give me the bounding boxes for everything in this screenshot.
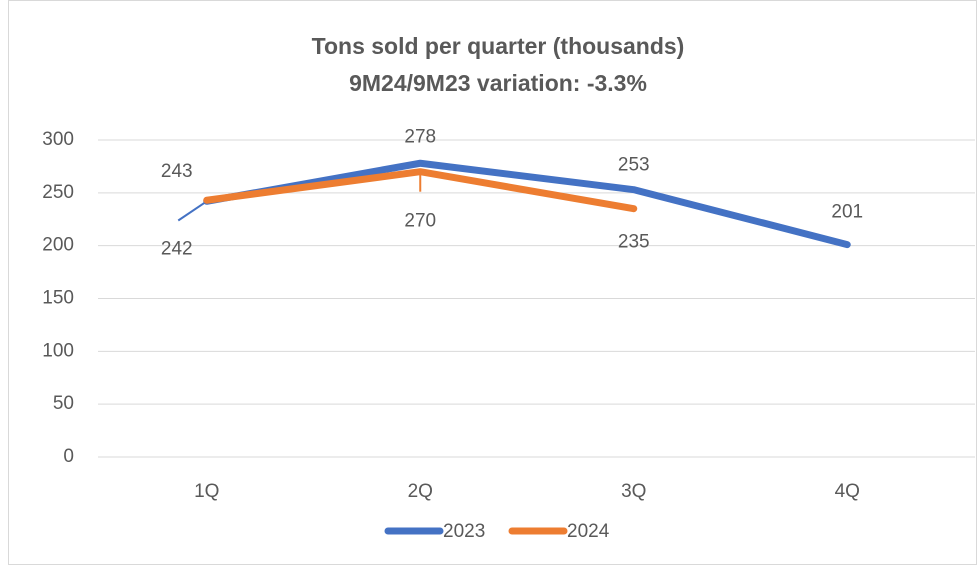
- data-label: 278: [404, 126, 436, 147]
- data-label: 253: [618, 155, 650, 176]
- legend-label: 2023: [443, 521, 485, 542]
- x-tick-label: 1Q: [194, 481, 219, 502]
- y-tick-label: 150: [42, 288, 74, 309]
- y-tick-label: 0: [63, 446, 74, 467]
- data-label: 201: [831, 202, 863, 223]
- chart-subtitle: 9M24/9M23 variation: -3.3%: [349, 70, 647, 96]
- data-label: 235: [618, 232, 650, 253]
- y-tick-label: 250: [42, 182, 74, 203]
- x-tick-label: 2Q: [408, 481, 433, 502]
- y-tick-label: 300: [42, 129, 74, 150]
- x-tick-label: 4Q: [835, 481, 860, 502]
- y-tick-label: 200: [42, 235, 74, 256]
- data-label: 242: [161, 238, 193, 259]
- chart-border: [8, 0, 977, 565]
- leader-line: [177, 200, 208, 222]
- y-tick-label: 50: [53, 393, 74, 414]
- legend-label: 2024: [567, 521, 610, 542]
- data-label: 243: [161, 161, 193, 182]
- series-line: [203, 159, 851, 249]
- chart-title: Tons sold per quarter (thousands): [312, 33, 685, 59]
- data-label: 270: [404, 211, 436, 232]
- x-tick-label: 3Q: [621, 481, 646, 502]
- y-tick-label: 100: [42, 340, 74, 361]
